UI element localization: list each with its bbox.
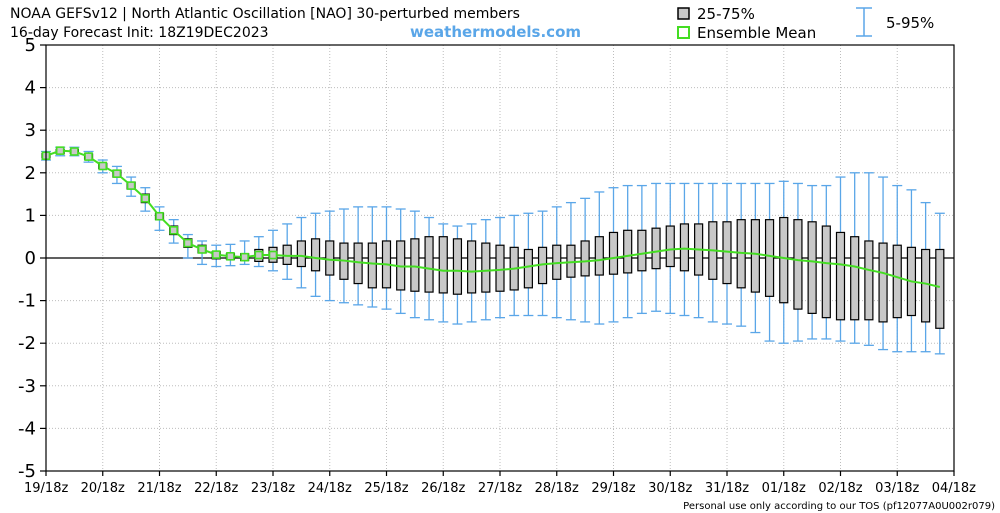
x-tick-label: 20/18z	[81, 481, 125, 496]
x-tick-label: 25/18z	[364, 481, 408, 496]
y-tick-label: 2	[25, 163, 36, 184]
ensemble-mean-series	[41, 146, 941, 288]
ensemble-mean-point	[70, 147, 79, 156]
y-tick-label: -2	[18, 333, 36, 354]
box-25-75	[481, 242, 491, 293]
y-tick-label: 4	[25, 78, 36, 99]
ensemble-mean-point	[98, 161, 108, 171]
ensemble-mean-point	[211, 250, 221, 259]
box-25-75	[467, 240, 477, 294]
box-25-75	[878, 242, 888, 323]
ensemble-mean-point	[226, 251, 235, 261]
x-tick-label: 24/18z	[308, 481, 352, 496]
x-tick-label: 23/18z	[251, 481, 295, 496]
box-25-75	[821, 225, 831, 319]
x-tick-label: 30/18z	[648, 481, 692, 496]
box-25-75	[580, 240, 590, 277]
x-tick-label: 03/18z	[875, 481, 919, 496]
ensemble-mean-point	[126, 181, 136, 190]
box-25-75	[835, 231, 846, 321]
x-tick-label: 01/18z	[762, 481, 806, 496]
box-25-75	[637, 229, 647, 272]
x-tick-label: 29/18z	[591, 481, 635, 496]
legend-whisker-label: 5-95%	[886, 14, 934, 32]
ensemble-mean-point	[183, 238, 193, 248]
legend-mean-swatch	[677, 26, 690, 39]
y-tick-label: -1	[18, 291, 36, 312]
ensemble-mean-point	[268, 250, 278, 260]
ensemble-mean-point	[55, 146, 65, 155]
box-25-75	[523, 248, 533, 289]
box-25-75	[779, 216, 789, 304]
ensemble-mean-point	[155, 211, 164, 221]
box-25-75	[764, 219, 775, 297]
ensemble-mean-point	[84, 152, 93, 161]
ensemble-mean-line	[45, 149, 941, 288]
x-tick-label: 28/18z	[535, 481, 579, 496]
y-tick-label: 0	[25, 248, 36, 269]
y-tick-label: 1	[25, 205, 36, 226]
ensemble-mean-point	[141, 194, 150, 203]
y-axis-ticks: 5 4 3 2 1 0 -1 -2 -3 -4 -5	[18, 35, 46, 482]
box-25-75	[807, 221, 817, 314]
box-25-75	[864, 240, 874, 321]
y-tick-label: 3	[25, 120, 36, 141]
ensemble-mean-point	[240, 252, 249, 262]
box-25-75	[325, 240, 335, 276]
ensemble-mean-point	[254, 250, 264, 260]
legend-mean-label: Ensemble Mean	[697, 24, 816, 42]
box-25-75	[623, 229, 633, 274]
box-25-75	[935, 248, 945, 329]
chart-subtitle: 16-day Forecast Init: 18Z19DEC2023	[10, 25, 269, 41]
y-tick-label: -5	[18, 461, 36, 482]
box-25-75	[310, 238, 321, 272]
box-25-75	[452, 238, 463, 295]
box-25-75	[594, 236, 604, 276]
x-tick-label: 31/18z	[705, 481, 749, 496]
box-25-75	[892, 244, 902, 319]
box-25-75	[410, 238, 420, 292]
legend-box-label: 25-75%	[697, 5, 755, 23]
y-tick-label: -3	[18, 376, 36, 397]
box-25-75	[495, 244, 505, 292]
box-25-75	[850, 236, 860, 321]
box-25-75	[296, 240, 306, 268]
box-25-75	[438, 236, 448, 294]
box-25-75	[665, 225, 675, 268]
x-tick-label: 19/18z	[24, 481, 68, 496]
box-25-75	[750, 219, 760, 293]
box-25-75	[424, 236, 434, 293]
box-25-75	[793, 219, 803, 310]
website-label: weathermodels.com	[410, 23, 581, 41]
ensemble-mean-point	[197, 245, 207, 254]
legend-whisker-swatch	[856, 7, 872, 37]
x-tick-label: 21/18z	[137, 481, 181, 496]
x-tick-label: 04/18z	[932, 481, 976, 496]
ensemble-mean-point	[112, 169, 122, 178]
box-25-75	[679, 223, 690, 272]
x-axis-ticks: 19/18z 20/18z 21/18z 22/18z 23/18z 24/18z 25/1…	[24, 471, 976, 496]
box-25-75	[367, 242, 377, 289]
x-tick-label: 26/18z	[421, 481, 465, 496]
ensemble-mean-point	[169, 226, 178, 235]
box-25-75	[921, 248, 931, 323]
y-tick-label: 5	[25, 35, 36, 56]
x-tick-label: 22/18z	[194, 481, 238, 496]
box-25-75	[608, 231, 619, 275]
footer-note: Personal use only according to our TOS (…	[683, 501, 995, 512]
legend-box-swatch	[677, 7, 690, 20]
boxes-25-75	[41, 148, 945, 329]
box-25-75	[651, 227, 661, 270]
x-tick-label: 02/18z	[818, 481, 862, 496]
x-tick-label: 27/18z	[478, 481, 522, 496]
y-tick-label: -4	[18, 418, 36, 439]
chart-title: NOAA GEFSv12 | North Atlantic Oscillatio…	[10, 6, 520, 22]
